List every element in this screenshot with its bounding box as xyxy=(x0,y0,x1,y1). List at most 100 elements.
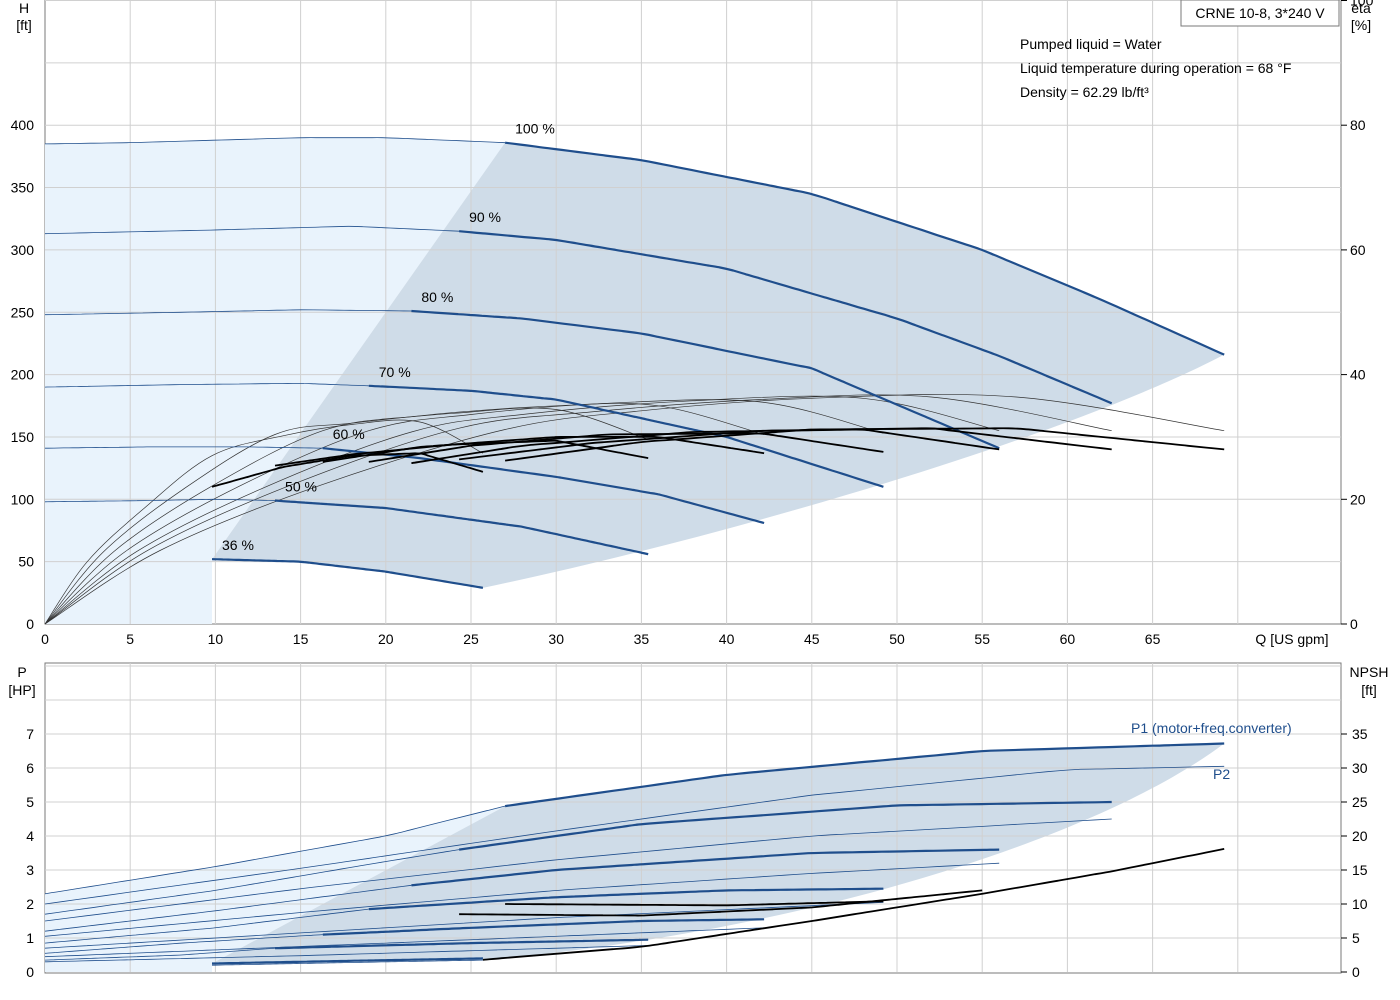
efficiency-curve xyxy=(411,428,1000,464)
npsh-curves xyxy=(459,848,1225,961)
p1-curve-thin xyxy=(44,884,412,932)
efficiency-curve xyxy=(459,427,1112,461)
x-tick-label: 65 xyxy=(1145,631,1161,647)
p1-curve xyxy=(504,742,1225,808)
x-tick-label: 55 xyxy=(974,631,990,647)
x-tick-label: 5 xyxy=(126,631,134,647)
efficiency-thin-curve xyxy=(44,394,1225,625)
eta-tick-label: 40 xyxy=(1350,367,1366,383)
power-y-tick-label: 3 xyxy=(26,862,34,878)
p2-curve xyxy=(44,818,1112,922)
x-tick-label: 15 xyxy=(293,631,309,647)
p1-curve xyxy=(411,848,1000,887)
npsh-tick-label: 25 xyxy=(1352,794,1368,810)
p1-curve xyxy=(322,918,765,936)
note-liquid-temperature: Liquid temperature during operation = 68… xyxy=(1020,60,1291,76)
p1-curve-thin xyxy=(44,849,460,915)
p1-curve-thin xyxy=(44,934,323,954)
eta-tick-labels: 0 20 40 60 80 100 xyxy=(1341,0,1374,632)
p1-curve-thin xyxy=(44,805,506,895)
p1-curve-thin xyxy=(44,947,276,961)
power-y-tick-label: 2 xyxy=(26,896,34,912)
speed-curve-thin xyxy=(44,382,369,388)
head-y-tick-label: 350 xyxy=(11,180,35,196)
x-tick-label: 10 xyxy=(208,631,224,647)
power-operating-area-light xyxy=(45,806,506,972)
p2-curve xyxy=(44,862,1000,937)
x-tick-label: 35 xyxy=(634,631,650,647)
npsh-tick-labels: 0 5 10 15 20 25 30 35 xyxy=(1341,726,1368,980)
efficiency-thin-curve xyxy=(44,402,765,625)
head-grid xyxy=(45,0,1341,624)
eta-tick-label: 20 xyxy=(1350,491,1366,507)
x-axis-label: Q [US gpm] xyxy=(1255,631,1328,647)
speed-curve-label: 70 % xyxy=(379,364,411,380)
note-density: Density = 62.29 lb/ft³ xyxy=(1020,84,1149,100)
p2-curves xyxy=(44,765,1225,966)
speed-curve xyxy=(368,384,884,488)
head-y-tick-label: 50 xyxy=(18,554,34,570)
head-y-tick-label: 300 xyxy=(11,242,35,258)
speed-curve-label: 90 % xyxy=(469,209,501,225)
p2-series-label: P2 xyxy=(1213,766,1230,782)
p1-curve-thin xyxy=(44,908,369,944)
speed-curve-thin xyxy=(44,137,506,145)
efficiency-thin-curve xyxy=(44,407,649,625)
eta-tick-label: 80 xyxy=(1350,117,1366,133)
eta-tick-label: 0 xyxy=(1350,616,1358,632)
power-operating-area-dark xyxy=(211,743,1225,964)
x-tick-label: 40 xyxy=(719,631,735,647)
p1-curve xyxy=(211,957,483,965)
p1-curves xyxy=(44,742,1225,965)
efficiency-curve xyxy=(322,435,765,463)
speed-curve-label: 80 % xyxy=(421,289,453,305)
power-y-tick-label: 1 xyxy=(26,930,34,946)
npsh-tick-label: 35 xyxy=(1352,726,1368,742)
head-y-tick-label: 0 xyxy=(26,616,34,632)
speed-curve xyxy=(274,499,649,556)
npsh-curve xyxy=(505,900,884,907)
x-tick-label: 0 xyxy=(41,631,49,647)
speed-curve xyxy=(411,309,1000,450)
speed-curve-label: 100 % xyxy=(515,121,555,137)
head-y-tick-label: 200 xyxy=(11,367,35,383)
speed-curve-thin xyxy=(44,225,460,235)
p2-curve xyxy=(44,901,884,949)
head-operating-area-dark xyxy=(212,142,1225,588)
npsh-tick-label: 15 xyxy=(1352,862,1368,878)
npsh-tick-label: 0 xyxy=(1352,964,1360,980)
npsh-curve xyxy=(482,848,1225,961)
x-tick-label: 30 xyxy=(548,631,564,647)
head-axis-label-top: H xyxy=(19,0,29,16)
eta-tick-label: 60 xyxy=(1350,242,1366,258)
speed-curve-label: 50 % xyxy=(285,479,317,495)
power-axis-label-top: P xyxy=(17,664,26,680)
npsh-axis-label-unit: [ft] xyxy=(1361,682,1377,698)
speed-curve-label: 36 % xyxy=(222,537,254,553)
p2-curve xyxy=(44,945,649,963)
power-y-tick-label: 5 xyxy=(26,794,34,810)
speed-curve xyxy=(458,230,1113,405)
head-y-tick-labels: 0 50 100 150 200 250 300 350 400 xyxy=(11,117,35,632)
x-tick-label: 50 xyxy=(889,631,905,647)
eta-axis-label-top: eta xyxy=(1351,0,1371,16)
note-pumped-liquid: Pumped liquid = Water xyxy=(1020,36,1162,52)
p1-series-label: P1 (motor+freq.converter) xyxy=(1131,720,1292,736)
head-axis-label-unit: [ft] xyxy=(16,17,32,33)
product-label: CRNE 10-8, 3*240 V xyxy=(1195,5,1325,21)
head-y-tick-label: 100 xyxy=(11,491,35,507)
power-y-tick-label: 4 xyxy=(26,828,34,844)
p2-curve xyxy=(211,959,483,966)
head-chart-panel: 100 % 90 % 80 % 70 % 60 % 50 % 36 % 0 5 10 15 20 25… xyxy=(11,0,1374,647)
speed-curve xyxy=(322,447,765,525)
power-y-tick-labels: 0 1 2 3 4 5 6 7 xyxy=(26,726,34,980)
head-y-tick-label: 150 xyxy=(11,429,35,445)
speed-curve-thin xyxy=(44,446,323,449)
npsh-tick-label: 30 xyxy=(1352,760,1368,776)
p1-curve xyxy=(274,938,649,950)
head-y-tick-label: 400 xyxy=(11,117,35,133)
npsh-tick-label: 20 xyxy=(1352,828,1368,844)
speed-curve-labels: 100 % 90 % 80 % 70 % 60 % 50 % 36 % xyxy=(222,121,555,553)
efficiency-curve xyxy=(504,427,1225,462)
